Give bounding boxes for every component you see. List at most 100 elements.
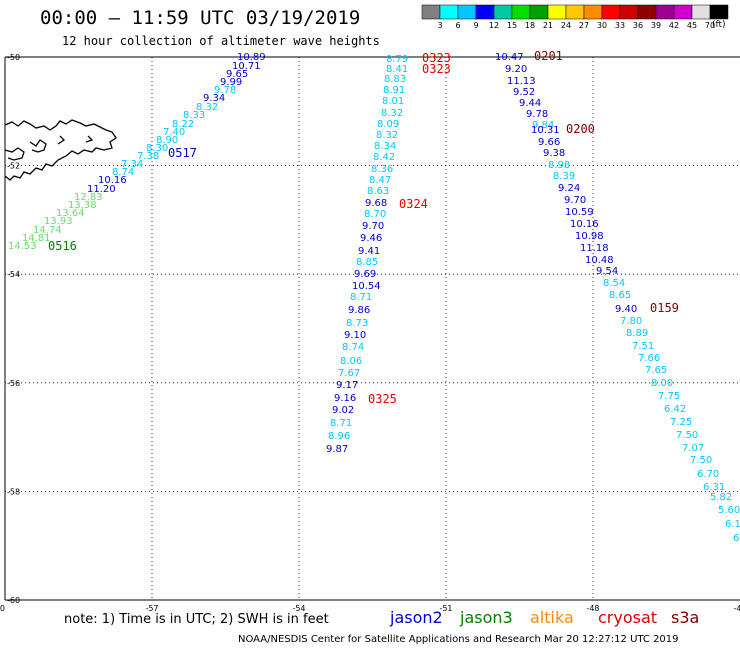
colorbar-swatch (439, 4, 459, 20)
pass-time-label: 0516 (48, 239, 77, 253)
swh-value: 10.98 (575, 231, 604, 242)
swh-value: 8.90 (156, 135, 178, 146)
colorbar-tick-label: 21 (543, 21, 553, 30)
swh-value: 10.16 (570, 219, 599, 230)
track-cryosat_323: 8.798.418.838.918.018.328.098.328.348.42… (367, 51, 451, 197)
swh-value: 14.81 (22, 233, 51, 244)
colorbar-swatch (547, 4, 567, 20)
swh-value: 9.02 (332, 405, 354, 416)
colorbar: 3 6 9 12 15 18 21 24 27 30 33 36 39 42 45 70 (421, 4, 729, 30)
swh-value: 11.13 (507, 76, 536, 87)
swh-value: 8.47 (369, 175, 391, 186)
swh-value: 10.54 (352, 281, 381, 292)
colorbar-tick-label: 6 (455, 21, 460, 30)
colorbar-swatch (709, 4, 729, 20)
swh-value: 9.20 (505, 64, 527, 75)
swh-value: 7.50 (676, 430, 698, 441)
swh-value: 9.69 (354, 269, 376, 280)
lat-tick-label: -58 (7, 487, 20, 496)
swh-value: 14.74 (33, 225, 62, 236)
swh-value: 8.30 (146, 143, 168, 154)
swh-value: 14.53 (8, 241, 37, 252)
swh-value: 10.89 (237, 52, 266, 63)
swh-value: 10.31 (531, 125, 560, 136)
legend-jason3: jason3 (460, 608, 513, 627)
lat-tick-label: -50 (7, 53, 20, 62)
map-note: note: 1) Time is in UTC; 2) SWH is in fe… (64, 612, 329, 627)
swh-value: 8.00 (651, 378, 673, 389)
colorbar-swatch (529, 4, 549, 20)
colorbar-swatch (421, 4, 441, 20)
swh-value: 7.66 (638, 353, 660, 364)
swh-value: 7.25 (670, 417, 692, 428)
lon-tick-label: -45 (733, 604, 740, 613)
swh-value: 8.33 (183, 110, 205, 121)
swh-value: 6.42 (664, 404, 686, 415)
swh-value: 8.32 (381, 108, 403, 119)
swh-value: 8.39 (553, 171, 575, 182)
swh-value: 9.84 (532, 120, 554, 131)
map-frame: -60 -57 -54 -51 -48 -45 -50 -52 -54 -56 -58 -60 (0, 53, 740, 613)
pass-time-label: 0201 (534, 49, 563, 63)
colorbar-tick-label: 18 (525, 21, 535, 30)
swh-value: 8.73 (346, 318, 368, 329)
swh-value: 9.44 (519, 98, 541, 109)
colorbar-swatch (457, 4, 477, 20)
swh-value: 8.71 (330, 418, 352, 429)
swh-value: 9.54 (596, 266, 618, 277)
swh-value: 8.41 (386, 64, 408, 75)
colorbar-swatch (475, 4, 495, 20)
swh-value: 13.93 (44, 216, 73, 227)
lon-tick-label: -54 (292, 604, 305, 613)
swh-value: 8.36 (371, 164, 393, 175)
swh-value: 8.34 (374, 141, 396, 152)
colorbar-swatch (655, 4, 675, 20)
swh-value: 7.65 (645, 365, 667, 376)
lon-tick-label: -60 (0, 604, 5, 613)
map-title: 00:00 – 11:59 UTC 03/19/2019 (40, 7, 361, 29)
swh-value: 8.79 (386, 54, 408, 65)
pass-time-label: 0159 (650, 301, 679, 315)
swh-value: 10.48 (585, 255, 614, 266)
swh-value: 10.59 (565, 207, 594, 218)
swh-value: 8.71 (350, 292, 372, 303)
swh-value: 9.52 (513, 87, 535, 98)
swh-value: 8.89 (626, 328, 648, 339)
pass-time-label: 0325 (368, 392, 397, 406)
lon-tick-label: -57 (145, 604, 158, 613)
colorbar-tick-label: 24 (561, 21, 571, 30)
swh-value: 8.42 (373, 152, 395, 163)
colorbar-swatch (673, 4, 693, 20)
colorbar-swatch (565, 4, 585, 20)
swh-value: 8.22 (172, 119, 194, 130)
swh-value: 12.83 (74, 192, 103, 203)
swh-value: 7.51 (632, 341, 654, 352)
swh-value: 13.38 (68, 200, 97, 211)
swh-value: 9.24 (558, 183, 580, 194)
pass-time-label: 0200 (566, 122, 595, 136)
colorbar-tick-label: 39 (651, 21, 661, 30)
colorbar-swatch (691, 4, 711, 20)
swh-value: 7.07 (682, 443, 704, 454)
swh-value: 9.70 (362, 221, 384, 232)
legend-jason2: jason2 (390, 608, 443, 627)
swh-value: 9.70 (564, 195, 586, 206)
lat-tick-label: -52 (7, 162, 20, 171)
legend-altika: altika (530, 608, 574, 627)
swh-value: 9.38 (543, 148, 565, 159)
swh-value: 7.67 (338, 368, 360, 379)
swh-value: 8.85 (356, 257, 378, 268)
swh-value: 8.74 (342, 342, 364, 353)
swh-value: 7.50 (690, 455, 712, 466)
swh-value: 8.96 (328, 431, 350, 442)
colorbar-swatch (493, 4, 513, 20)
colorbar-tick-label: 12 (489, 21, 499, 30)
swh-value: 8.98 (548, 160, 570, 171)
swh-value: 8.65 (609, 290, 631, 301)
swh-value: 9.78 (526, 109, 548, 120)
colorbar-tick-label: 70 (705, 21, 715, 30)
swh-value: 5.60 (718, 505, 740, 516)
swh-value: 9.46 (360, 233, 382, 244)
swh-value: 6.70 (697, 469, 719, 480)
